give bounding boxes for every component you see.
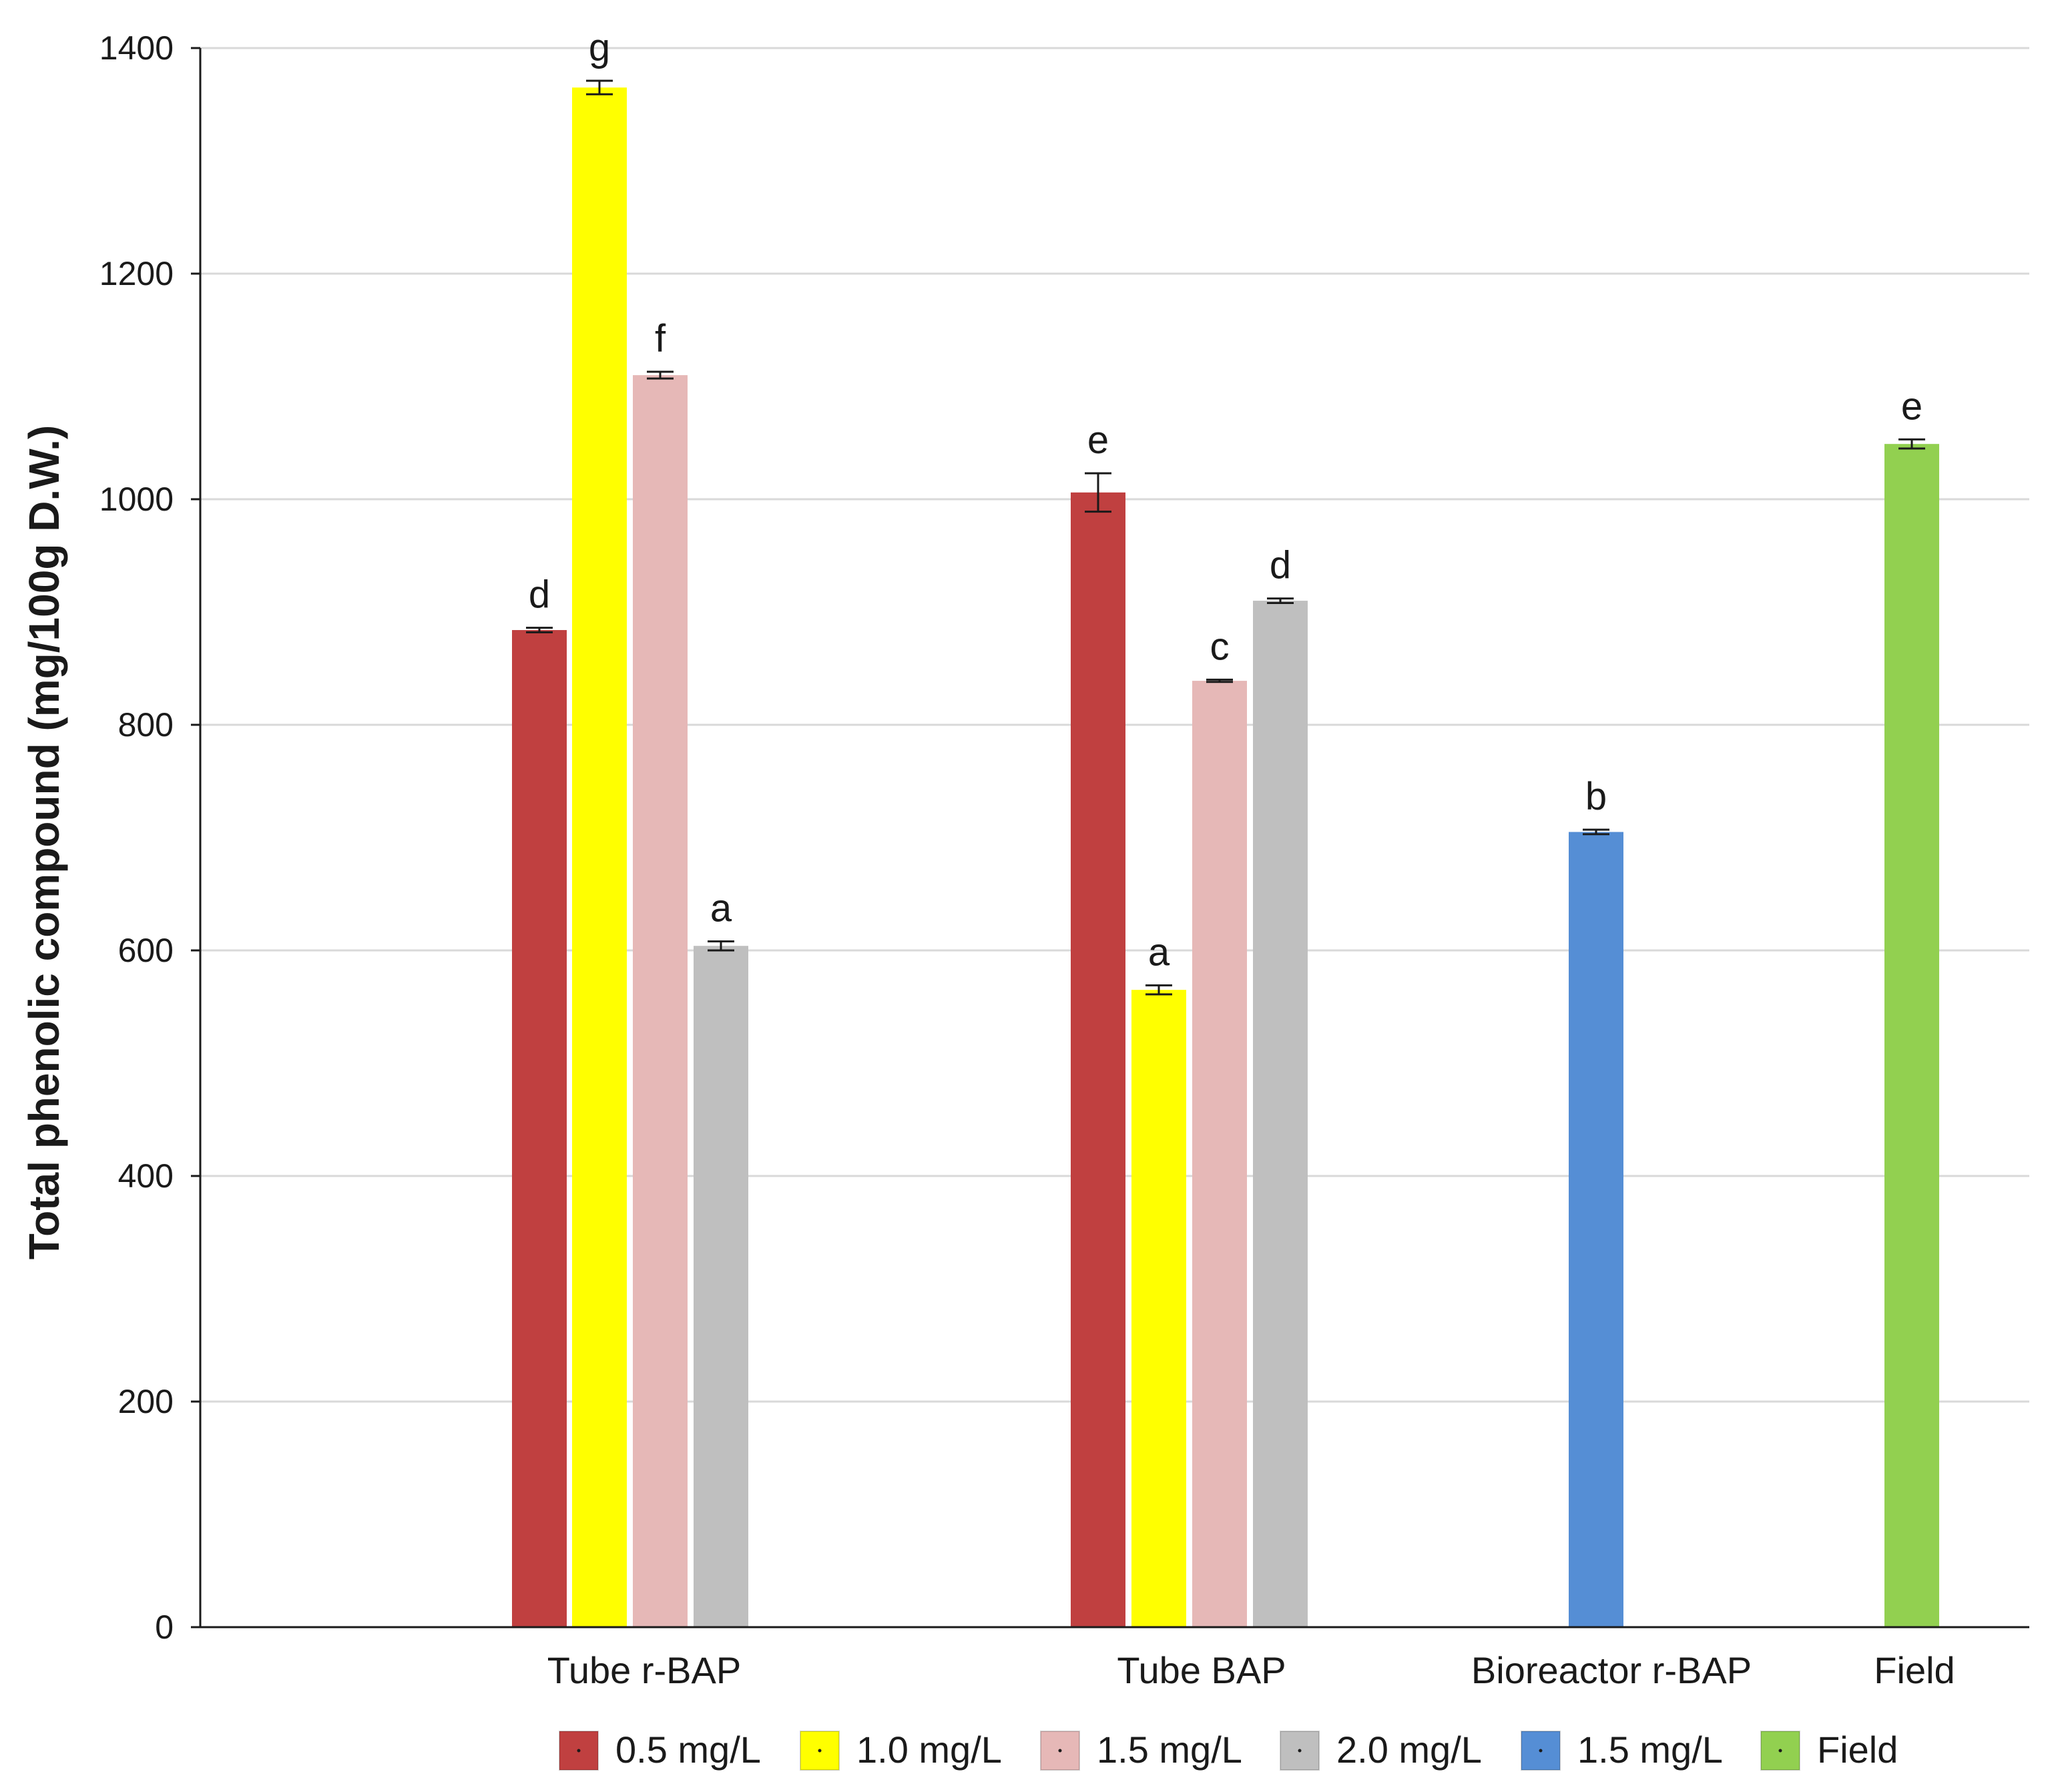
category-label: Tube BAP (1117, 1649, 1286, 1691)
legend: 0.5 mg/L 1.0 mg/L 1.5 mg/L 2.0 mg/L 1.5 mg/L… (559, 1729, 1898, 1771)
error-bar (1145, 984, 1172, 996)
significance-letter: a (1148, 930, 1170, 974)
error-bar (1583, 828, 1609, 836)
significance-letter: g (589, 26, 610, 69)
bar (1884, 444, 1939, 1628)
legend-item: 1.5 mg/L (1521, 1729, 1723, 1771)
significance-letter: d (529, 573, 550, 617)
error-bar (586, 79, 613, 95)
axes (199, 48, 2029, 1628)
bar (694, 946, 748, 1627)
error-bars (526, 79, 1925, 996)
legend-label: Field (1817, 1729, 1898, 1771)
category-label: Field (1874, 1649, 1955, 1691)
y-axis-title: Total phenolic compound (mg/100g D.W.) (20, 425, 68, 1259)
bar (1192, 681, 1247, 1627)
legend-item: 1.5 mg/L (1040, 1729, 1242, 1771)
legend-label: 2.0 mg/L (1336, 1729, 1482, 1771)
y-tick-label: 1200 (99, 255, 174, 292)
error-bar (1898, 438, 1925, 450)
significance-letter: f (655, 317, 666, 360)
y-tick-label: 1000 (99, 481, 174, 518)
significance-letter: e (1087, 418, 1109, 462)
y-tick-label: 200 (118, 1383, 174, 1420)
significance-letter: c (1210, 625, 1230, 668)
category-labels: Tube r-BAP Tube BAP Bioreactor r-BAP Field (547, 1649, 1955, 1691)
bars (512, 87, 1939, 1628)
bar (1569, 832, 1623, 1627)
y-tick-label: 600 (118, 932, 174, 969)
legend-item: 2.0 mg/L (1280, 1729, 1482, 1771)
error-bar (1206, 678, 1233, 683)
bar (633, 375, 688, 1627)
error-bar (1267, 597, 1294, 604)
significance-letter: e (1901, 384, 1922, 428)
legend-label: 1.5 mg/L (1577, 1729, 1723, 1771)
error-bar (708, 940, 734, 952)
error-bar (647, 370, 674, 380)
legend-label: 1.0 mg/L (856, 1729, 1002, 1771)
significance-letter: b (1585, 775, 1607, 818)
y-tick-label: 1400 (99, 29, 174, 67)
legend-label: 0.5 mg/L (615, 1729, 761, 1771)
y-tick-label: 800 (118, 706, 174, 743)
legend-item: Field (1760, 1729, 1898, 1771)
bar (572, 87, 627, 1628)
significance-letter: a (710, 886, 732, 930)
y-tick-label: 0 (155, 1608, 174, 1646)
bar (1131, 990, 1186, 1627)
legend-item: 1.0 mg/L (800, 1729, 1002, 1771)
bar (1071, 492, 1125, 1627)
significance-letter: d (1270, 544, 1291, 587)
y-tick-labels: 0 200 400 600 800 1000 1200 1400 (99, 29, 200, 1646)
legend-item: 0.5 mg/L (559, 1729, 761, 1771)
error-bar (1085, 472, 1111, 513)
bar (1253, 601, 1308, 1627)
category-label: Tube r-BAP (547, 1649, 741, 1691)
category-label: Bioreactor r-BAP (1471, 1649, 1752, 1691)
error-bar (526, 627, 553, 633)
y-tick-label: 400 (118, 1157, 174, 1195)
bar (512, 630, 567, 1627)
legend-label: 1.5 mg/L (1097, 1729, 1242, 1771)
